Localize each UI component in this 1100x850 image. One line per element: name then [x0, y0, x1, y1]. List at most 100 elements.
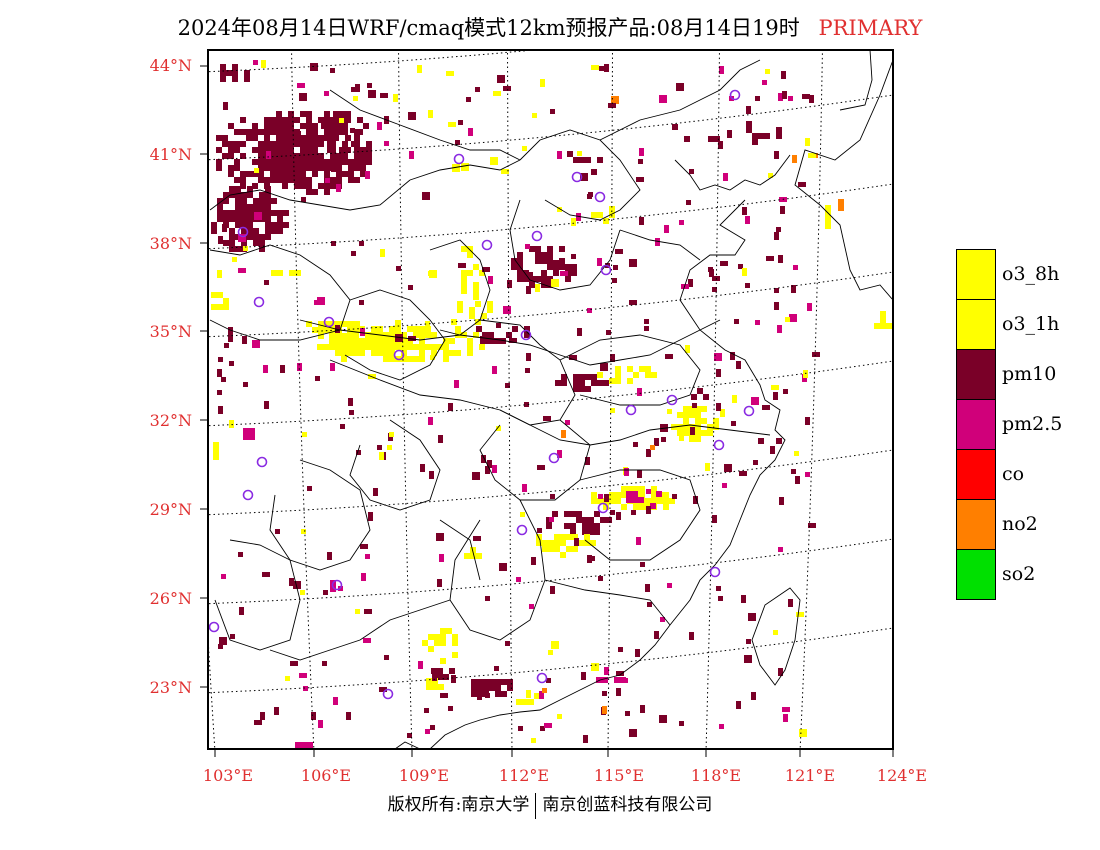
pollution-cell [539, 691, 544, 699]
pollution-cell [585, 386, 591, 392]
pollution-cell [252, 340, 260, 348]
pollution-cell [809, 95, 814, 103]
pollution-cell [695, 406, 701, 412]
pollution-cell [428, 417, 433, 425]
pollution-cell [655, 238, 660, 246]
boundary-line [394, 741, 421, 749]
pollution-cell [235, 204, 241, 210]
pollution-cell [578, 540, 584, 546]
pollution-cell [524, 326, 530, 332]
pollution-cell [744, 655, 752, 663]
pollution-cell [566, 534, 572, 540]
pollution-cell [434, 634, 440, 640]
pollution-cell [216, 147, 222, 153]
pollution-cell [355, 84, 360, 92]
pollution-cell [626, 491, 632, 497]
pollution-cell [223, 304, 229, 310]
pollution-cell [585, 157, 591, 163]
pollution-cell [656, 491, 662, 497]
legend-label: o3_8h [1002, 263, 1060, 285]
pollution-cell [277, 270, 283, 276]
pollution-cell [229, 361, 234, 366]
pollution-cell [265, 204, 271, 210]
pollution-cell [645, 498, 651, 504]
pollution-cell [377, 326, 383, 332]
pollution-cell [627, 378, 633, 384]
pollution-cell [509, 338, 517, 343]
pollution-cell [536, 540, 542, 546]
pollution-cell [413, 332, 419, 338]
pollution-cell [559, 246, 565, 252]
pollution-cell [470, 553, 476, 559]
pollution-cell [234, 147, 240, 153]
pollution-cell [561, 374, 567, 380]
pollution-cell [493, 91, 501, 96]
pollution-cell [259, 240, 265, 246]
pollution-cell [712, 287, 717, 292]
pollution-cell [689, 169, 694, 174]
pollution-cell [401, 332, 407, 338]
pollution-cell [647, 602, 652, 607]
pollution-cell [825, 211, 831, 217]
pollution-cell [615, 372, 621, 378]
pollution-cell [324, 171, 330, 177]
pollution-cell [597, 157, 603, 163]
pollution-cell [637, 470, 642, 478]
pollution-cell [341, 338, 347, 344]
station-marker [520, 329, 532, 341]
pollution-cell [307, 486, 312, 491]
pollution-cell [443, 356, 449, 362]
pollution-cell [608, 103, 616, 108]
pollution-cell [773, 392, 778, 400]
pollution-cell [736, 361, 741, 369]
pollution-cell [246, 171, 252, 177]
pollution-cell [377, 445, 382, 450]
pollution-cell [288, 147, 294, 153]
pollution-cell [579, 374, 585, 380]
pollution-cell [266, 151, 271, 159]
station-marker [481, 239, 493, 251]
pollution-cell [807, 303, 812, 311]
pollution-cell [788, 96, 793, 101]
pollution-cell [354, 321, 360, 327]
pollution-cell [258, 153, 264, 159]
pollution-cell [418, 661, 423, 669]
pollution-cell [223, 216, 229, 222]
pollution-cell [467, 344, 473, 350]
pollution-cell [431, 350, 437, 356]
legend-swatch [956, 499, 996, 550]
pollution-cell [701, 430, 707, 436]
pollution-cell [477, 691, 483, 697]
pollution-cell [606, 330, 611, 335]
pollution-cell [610, 408, 615, 413]
pollution-cell [470, 547, 476, 553]
pollution-cell [306, 183, 312, 189]
pollution-cell [294, 135, 300, 141]
pollution-cell [541, 252, 547, 258]
pollution-cell [299, 93, 307, 101]
pollution-cell [230, 634, 235, 639]
pollution-cell [487, 301, 493, 307]
pollution-cell [409, 151, 414, 159]
pollution-cell [258, 129, 264, 135]
pollution-cell [300, 141, 306, 147]
pollution-cell [526, 353, 531, 361]
pollution-cell [468, 128, 473, 136]
pollution-cell [689, 406, 695, 412]
pollution-cell [351, 251, 356, 256]
pollution-cell [246, 129, 252, 135]
pollution-cell [683, 424, 689, 430]
copyright-footer: 版权所有:南京大学 南京创蓝科技有限公司 [0, 790, 1100, 819]
pollution-cell [282, 171, 288, 177]
pollution-cell [300, 135, 306, 141]
pollution-cell [213, 442, 219, 448]
pollution-cell [529, 246, 535, 252]
pollution-cell [265, 222, 271, 228]
pollution-cell [774, 288, 779, 293]
lat-label-32: 32°N [150, 411, 192, 430]
pollution-cell [324, 189, 330, 195]
pollution-cell [507, 679, 513, 685]
pollution-cell [440, 634, 446, 640]
pollution-cell [532, 113, 537, 118]
